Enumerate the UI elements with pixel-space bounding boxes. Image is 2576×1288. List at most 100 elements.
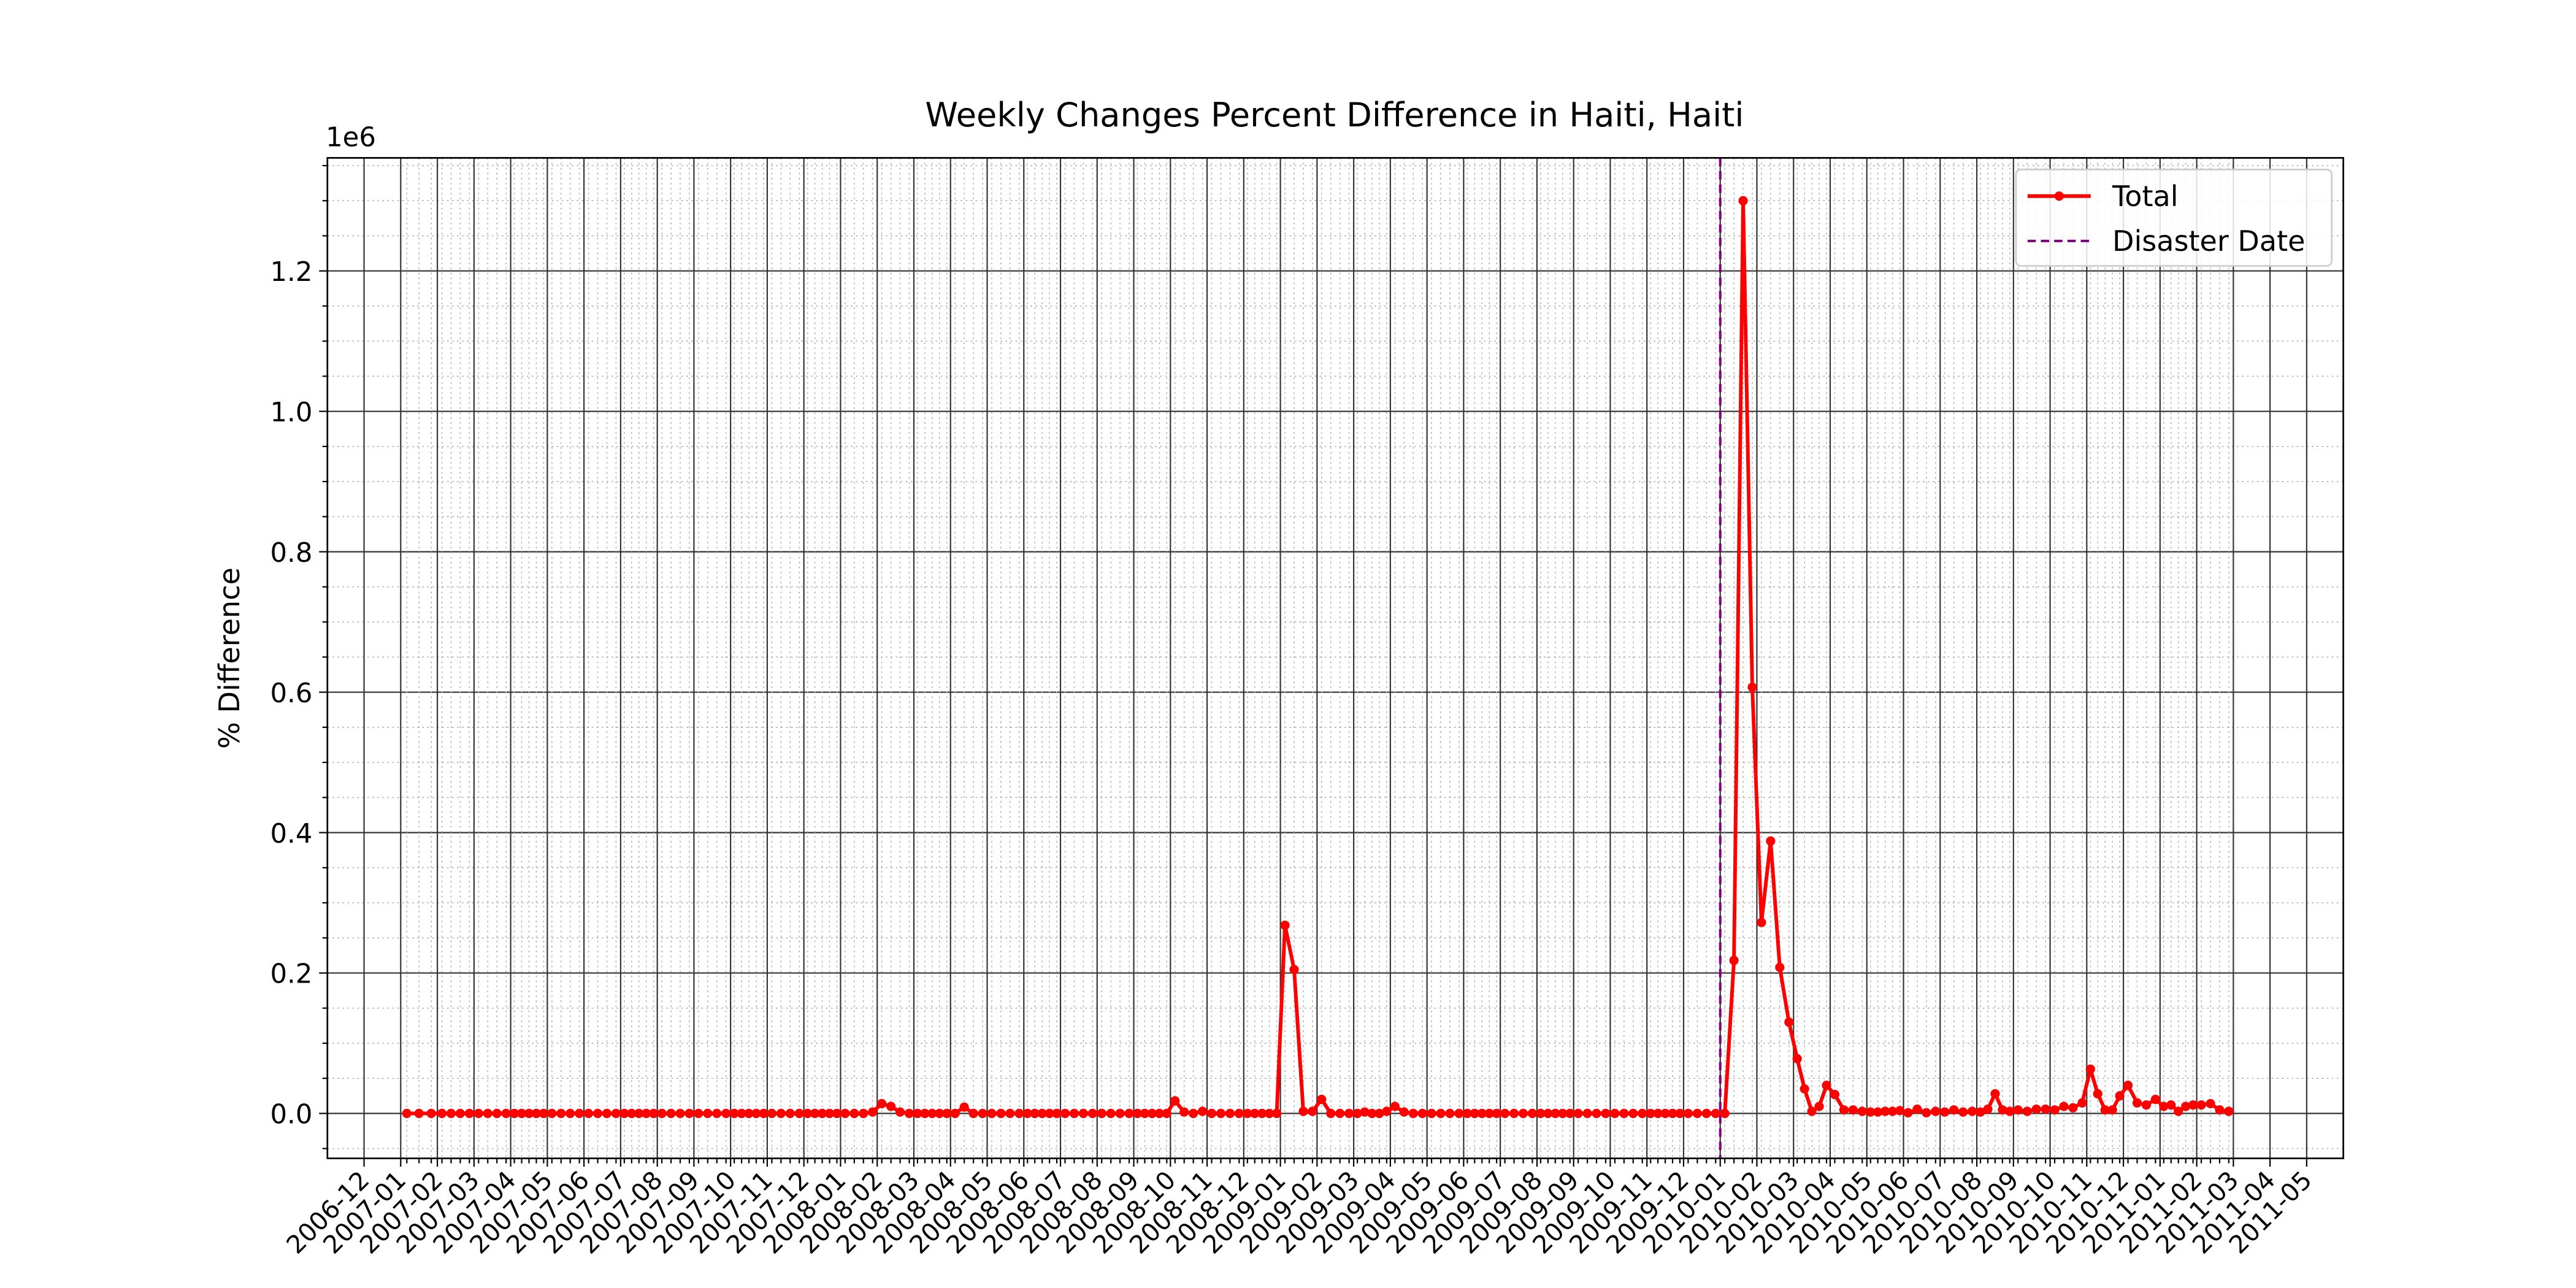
data-point [2166, 1100, 2176, 1110]
data-point [1558, 1108, 1568, 1118]
data-point [1272, 1108, 1282, 1118]
data-point [1257, 1108, 1267, 1118]
data-point [1087, 1108, 1097, 1118]
data-point [1646, 1108, 1655, 1118]
data-point [1445, 1108, 1455, 1118]
data-point [1720, 1108, 1730, 1118]
data-point [2181, 1102, 2191, 1111]
data-point [1701, 1108, 1711, 1118]
data-point [935, 1108, 945, 1118]
data-point [1352, 1108, 1362, 1118]
data-point [694, 1108, 703, 1118]
data-point [1543, 1108, 1553, 1118]
data-point [1565, 1108, 1575, 1118]
legend-label: Disaster Date [2112, 224, 2305, 258]
data-point [2196, 1100, 2206, 1110]
data-point [1958, 1107, 1968, 1117]
data-point [2050, 1105, 2060, 1115]
data-point [547, 1108, 557, 1118]
data-point [1317, 1094, 1327, 1105]
data-point [602, 1108, 612, 1118]
data-point [1940, 1107, 1950, 1117]
data-point [1147, 1108, 1157, 1118]
data-point [675, 1108, 685, 1118]
data-point [824, 1108, 835, 1118]
data-point [942, 1108, 952, 1118]
data-point [1747, 682, 1757, 692]
data-point [414, 1108, 424, 1118]
data-point [1045, 1108, 1054, 1118]
data-point [684, 1108, 694, 1118]
data-point [2059, 1102, 2069, 1111]
data-point [1399, 1107, 1409, 1117]
data-point [968, 1108, 978, 1118]
data-point [2132, 1098, 2142, 1108]
data-point [1326, 1108, 1336, 1118]
data-point [1427, 1108, 1436, 1118]
data-point [1225, 1108, 1235, 1118]
data-point [1154, 1108, 1164, 1118]
data-point [2068, 1103, 2078, 1113]
data-point [1030, 1108, 1040, 1118]
y-tick-label: 0.4 [270, 819, 312, 849]
data-point [402, 1108, 412, 1118]
data-point [619, 1108, 629, 1118]
data-point [1990, 1089, 2000, 1098]
data-point [1052, 1108, 1062, 1118]
data-point [584, 1108, 594, 1118]
data-point [666, 1108, 676, 1118]
data-point [1280, 921, 1290, 930]
data-point [1983, 1104, 1993, 1114]
data-point [959, 1102, 969, 1112]
data-point [426, 1108, 436, 1118]
data-point [1344, 1108, 1354, 1118]
data-point [1967, 1106, 1977, 1116]
data-point [849, 1108, 859, 1118]
data-point [1484, 1108, 1494, 1118]
data-point [1888, 1106, 1898, 1116]
data-point [1775, 962, 1785, 972]
chart-title: Weekly Changes Percent Difference in Hai… [925, 96, 1744, 134]
data-point [1610, 1108, 1620, 1118]
data-point [501, 1108, 511, 1118]
data-point [1124, 1108, 1134, 1118]
data-point [1551, 1108, 1560, 1118]
data-point [437, 1108, 447, 1118]
data-point [840, 1108, 850, 1118]
data-point [1757, 918, 1766, 927]
data-point [832, 1108, 842, 1118]
data-point [1668, 1108, 1677, 1118]
data-point [473, 1108, 483, 1118]
data-point [1839, 1105, 1849, 1115]
data-point [446, 1108, 456, 1118]
data-point [1106, 1108, 1116, 1118]
data-point [2159, 1102, 2169, 1111]
data-point [1492, 1108, 1501, 1118]
data-point [657, 1108, 667, 1118]
data-point [712, 1108, 722, 1118]
data-point [1518, 1108, 1528, 1118]
data-point [1360, 1107, 1370, 1117]
data-point [531, 1108, 542, 1118]
data-point [2107, 1105, 2117, 1115]
data-point [1115, 1108, 1125, 1118]
data-point [1382, 1106, 1392, 1116]
data-point [1931, 1106, 1941, 1116]
data-point [1206, 1108, 1217, 1118]
data-point [2224, 1106, 2234, 1116]
data-point [2093, 1089, 2103, 1098]
data-point [455, 1108, 466, 1118]
y-tick-label: 0.8 [270, 538, 312, 569]
data-point [1683, 1108, 1693, 1118]
data-point [1170, 1096, 1180, 1106]
data-point [2188, 1100, 2198, 1110]
data-point [1060, 1108, 1070, 1118]
data-point [2123, 1081, 2133, 1091]
data-point [1729, 956, 1739, 965]
data-point [950, 1108, 960, 1118]
data-point [575, 1108, 585, 1118]
data-point [634, 1108, 644, 1118]
data-point [1880, 1106, 1890, 1116]
data-point [785, 1108, 795, 1118]
